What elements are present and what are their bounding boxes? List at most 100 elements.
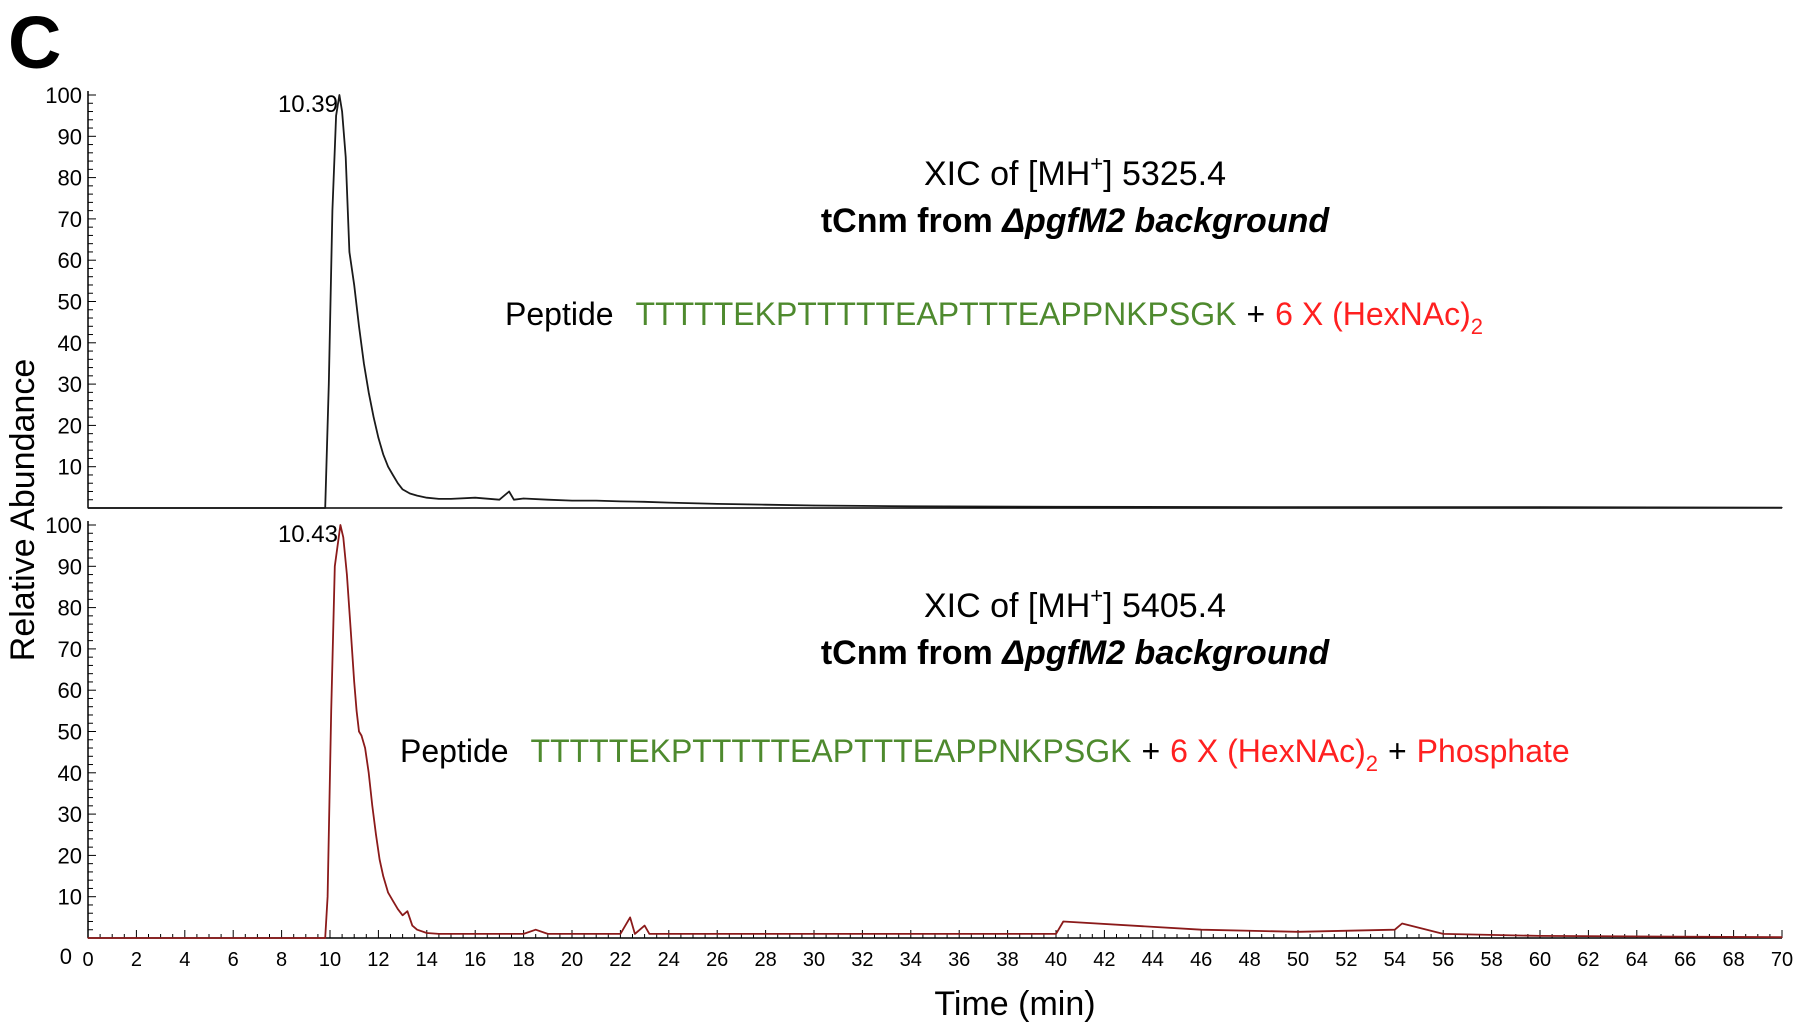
bottom-trace-point (339, 524, 341, 526)
bottom-xic-prefix: XIC of [MH (924, 587, 1090, 625)
bottom-x-tick-label: 8 (276, 949, 287, 971)
top-trace-point (523, 497, 525, 500)
bottom-x-tick-label: 38 (996, 949, 1018, 971)
top-trace-point (861, 505, 864, 507)
bottom-trace-point (350, 627, 352, 629)
bottom-plus: + (1141, 733, 1160, 769)
bottom-x-tick-label: 30 (803, 949, 825, 971)
bottom-y-tick-label: 80 (58, 596, 82, 621)
top-trace-point (508, 490, 510, 493)
bottom-trace-point (668, 933, 670, 935)
top-trace-point (328, 383, 330, 385)
bottom-y-tick-label: 90 (58, 554, 82, 579)
top-series (87, 94, 1783, 509)
top-trace-point (513, 499, 515, 501)
top-trace-point (813, 504, 815, 507)
bottom-x-tick-label: 66 (1674, 949, 1696, 971)
top-trace-point (450, 498, 452, 500)
x-axis-label: Time (min) (934, 985, 1095, 1023)
bottom-trace-point (387, 892, 389, 894)
bottom-trace-point (358, 730, 360, 733)
bottom-background-strain: ΔpgfM2 background (1000, 634, 1330, 672)
top-background-prefix: tCnm from (821, 202, 1002, 240)
top-trace-point (87, 507, 89, 509)
bottom-trace-point (1062, 920, 1064, 923)
bottom-trace-point (910, 933, 912, 935)
bottom-trace-point (342, 536, 344, 539)
bottom-trace-point (450, 933, 452, 935)
bottom-x-tick-label: 56 (1432, 949, 1454, 971)
bottom-peptide-sequence: TTTTTEKPTTTTTEAPTTTEAPPNKPSGK (531, 733, 1132, 769)
top-trace-point (324, 507, 326, 509)
top-trace-point (358, 325, 360, 327)
bottom-trace-point (571, 933, 573, 935)
bottom-x-tick-label: 70 (1771, 949, 1793, 971)
top-trace-point (1781, 507, 1783, 509)
top-trace-point (397, 482, 399, 484)
bottom-x-tick-label: 16 (464, 949, 486, 971)
bottom-y-tick-label: 50 (58, 720, 82, 745)
top-y-tick-label: 50 (58, 290, 82, 315)
bottom-trace-point (87, 937, 89, 939)
bottom-trace-point (330, 710, 332, 712)
top-trace-point (571, 500, 573, 502)
top-trace-point (595, 500, 597, 502)
bottom-trace-point (382, 875, 384, 877)
bottom-y-axis: 10 20 30 40 50 60 70 80 90 100 (45, 513, 96, 938)
top-trace-point (547, 499, 549, 501)
bottom-trace-point (634, 933, 636, 935)
top-trace-point (498, 499, 500, 501)
bottom-series (87, 524, 1783, 939)
bottom-xic-mass: ] 5405.4 (1103, 587, 1226, 625)
bottom-trace-point (426, 932, 428, 934)
top-y-tick-label: 60 (58, 248, 82, 273)
top-background-title: tCnm from ΔpgfM2 background (821, 202, 1330, 240)
bottom-x-tick-label: 24 (658, 949, 680, 971)
bottom-trace-point (1200, 929, 1202, 931)
bottom-trace-point (392, 900, 394, 902)
bottom-x-tick-label: 42 (1093, 949, 1115, 971)
top-background-strain: ΔpgfM2 background (1000, 202, 1330, 240)
bottom-trace-point (716, 933, 718, 935)
top-y-tick-label: 30 (58, 372, 82, 397)
bottom-trace-point (547, 933, 549, 935)
top-trace-point (644, 501, 646, 503)
bottom-trace-point (360, 735, 363, 737)
top-trace-point (402, 488, 404, 490)
top-peak-label: 10.39 (278, 91, 338, 118)
bottom-x-tick-label: 50 (1287, 949, 1309, 971)
top-trace-point (409, 492, 411, 495)
bottom-x-tick-label: 44 (1142, 949, 1164, 971)
top-trace-point (765, 504, 767, 506)
bottom-trace-point (535, 929, 537, 931)
bottom-peptide-annotation: Peptide TTTTTEKPTTTTTEAPTTTEAPPNKPSGK +6 X… (400, 733, 1570, 776)
top-trace-point (331, 210, 333, 212)
top-trace-point (716, 503, 718, 505)
bottom-trace-line (88, 524, 1783, 939)
bottom-x-tick-label: 36 (948, 949, 970, 971)
y-axis-label: Relative Abundance (4, 359, 42, 661)
bottom-x-tick-label: 32 (851, 949, 873, 971)
top-xic-sup: + (1090, 151, 1103, 176)
bottom-x-tick-label: 46 (1190, 949, 1212, 971)
bottom-trace-point (375, 834, 377, 836)
bottom-y-tick-label: 30 (58, 802, 82, 827)
bottom-trace-point (324, 937, 326, 939)
bottom-trace-point (334, 565, 336, 567)
bottom-mod-hexnac-sub: 2 (1366, 751, 1378, 776)
top-y-tick-label: 40 (58, 331, 82, 356)
bottom-x-tick-label: 4 (179, 949, 190, 971)
top-peptide-annotation: Peptide TTTTTEKPTTTTTEAPTTTEAPPNKPSGK +6 X… (505, 296, 1483, 339)
bottom-trace-point (346, 574, 348, 576)
top-trace-point (416, 495, 418, 497)
top-trace-point (474, 497, 476, 499)
top-trace-point (387, 466, 389, 468)
top-trace-point (353, 284, 355, 286)
bottom-trace-point (619, 933, 622, 935)
bottom-trace-point (397, 908, 399, 910)
bottom-x-tick-label: 22 (609, 949, 631, 971)
bottom-trace-point (416, 929, 418, 931)
top-trace-point (619, 500, 622, 502)
